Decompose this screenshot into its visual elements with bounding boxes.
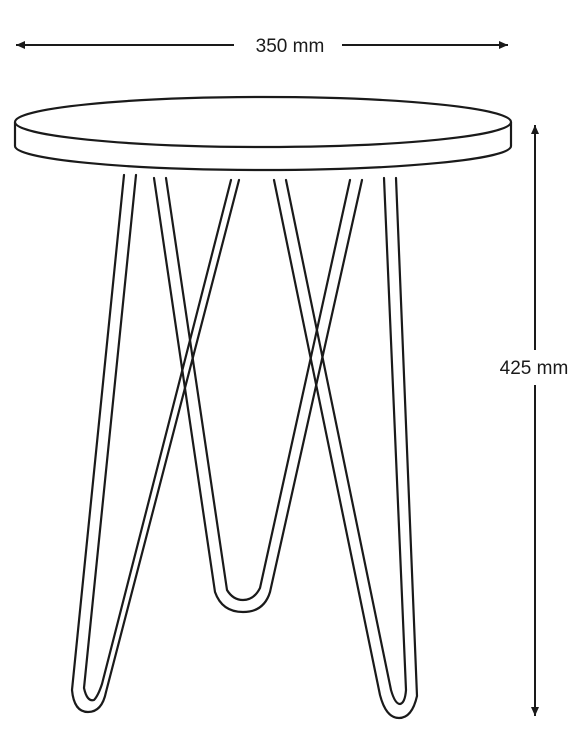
leg-front-right-inner bbox=[284, 176, 408, 706]
leg-back-middle-inner bbox=[164, 176, 352, 602]
leg-back-middle bbox=[152, 176, 364, 614]
width-dimension: 350 mm bbox=[16, 36, 508, 57]
leg-front-right bbox=[272, 176, 419, 720]
height-label: 425 mm bbox=[500, 358, 569, 379]
hairpin-legs bbox=[70, 173, 419, 720]
leg-front-left bbox=[70, 173, 241, 714]
leg-front-left-inner bbox=[82, 173, 233, 702]
width-label: 350 mm bbox=[256, 36, 325, 57]
tabletop bbox=[13, 95, 513, 172]
height-dimension: 425 mm bbox=[500, 125, 569, 716]
tabletop-surface bbox=[13, 95, 513, 149]
